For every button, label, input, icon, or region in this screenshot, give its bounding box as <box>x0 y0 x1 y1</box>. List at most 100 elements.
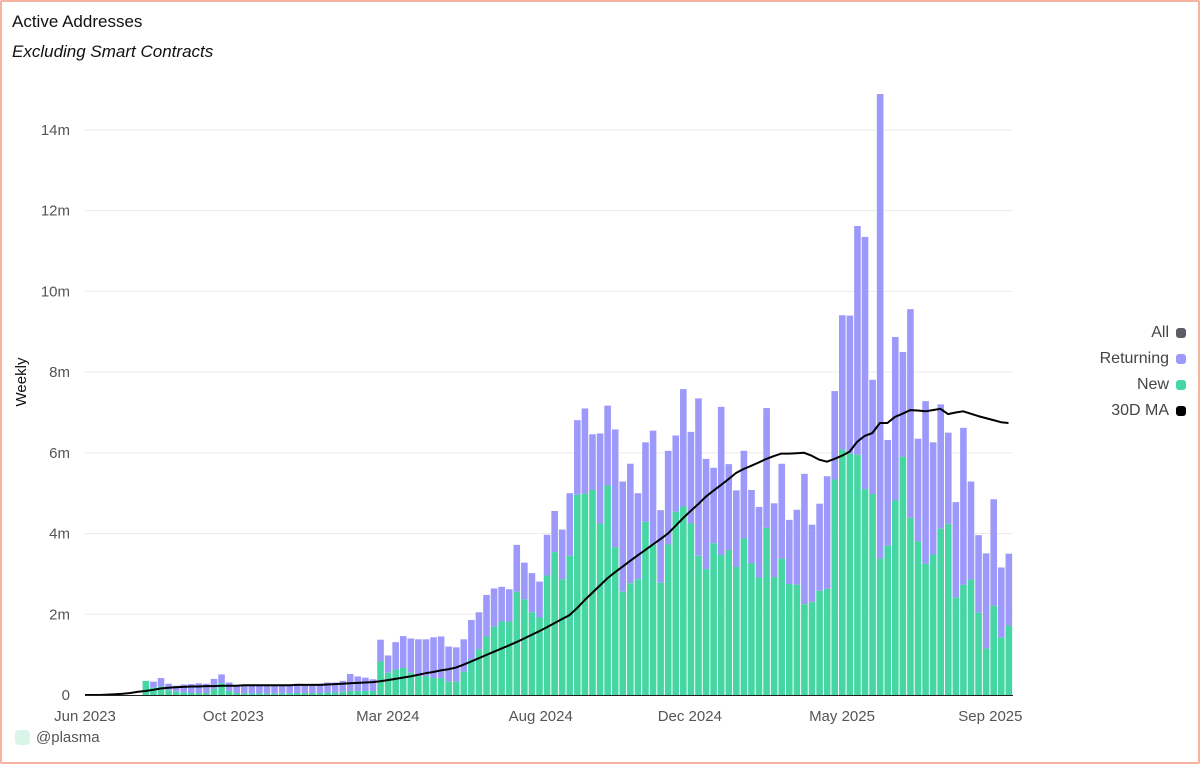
bar-returning[interactable] <box>801 473 808 605</box>
bar-group[interactable] <box>210 678 218 695</box>
bar-new[interactable] <box>816 590 823 695</box>
bar-group[interactable] <box>354 676 362 695</box>
bar-group[interactable] <box>528 573 536 695</box>
bar-group[interactable] <box>505 589 513 695</box>
bar-new[interactable] <box>475 649 483 695</box>
bar-group[interactable] <box>755 506 763 695</box>
bar-group[interactable] <box>286 684 293 695</box>
bar-returning[interactable] <box>960 427 967 585</box>
bar-new[interactable] <box>566 555 574 695</box>
bar-new[interactable] <box>377 661 384 695</box>
bar-new[interactable] <box>271 693 278 695</box>
bar-returning[interactable] <box>521 562 528 600</box>
bar-group[interactable] <box>914 438 922 695</box>
bar-returning[interactable] <box>256 685 263 694</box>
bar-new[interactable] <box>808 602 816 695</box>
bar-new[interactable] <box>203 692 210 695</box>
bar-group[interactable] <box>490 588 498 695</box>
bar-new[interactable] <box>975 612 982 695</box>
bar-returning[interactable] <box>596 433 604 524</box>
bar-returning[interactable] <box>581 408 589 494</box>
bar-returning[interactable] <box>339 680 346 692</box>
bar-returning[interactable] <box>574 420 581 495</box>
bar-returning[interactable] <box>286 684 293 694</box>
bar-returning[interactable] <box>452 647 460 682</box>
bar-new[interactable] <box>316 692 324 695</box>
bar-new[interactable] <box>695 555 702 695</box>
bar-new[interactable] <box>558 579 566 695</box>
bar-new[interactable] <box>634 579 642 695</box>
bar-group[interactable] <box>952 502 960 695</box>
bar-group[interactable] <box>967 481 975 695</box>
bar-group[interactable] <box>786 519 793 695</box>
bar-group[interactable] <box>278 684 286 695</box>
bar-group[interactable] <box>695 398 702 695</box>
bar-returning[interactable] <box>619 481 627 592</box>
bar-group[interactable] <box>399 636 407 695</box>
bar-returning[interactable] <box>422 639 430 677</box>
bar-new[interactable] <box>899 456 907 695</box>
bar-new[interactable] <box>452 681 460 695</box>
bar-group[interactable] <box>899 351 907 695</box>
bar-returning[interactable] <box>839 315 846 450</box>
bar-returning[interactable] <box>483 594 490 637</box>
bar-group[interactable] <box>861 236 869 695</box>
bar-group[interactable] <box>543 534 551 695</box>
bar-new[interactable] <box>346 690 354 695</box>
bar-returning[interactable] <box>157 678 165 687</box>
bar-new[interactable] <box>664 544 672 695</box>
bar-returning[interactable] <box>899 351 907 457</box>
bar-group[interactable] <box>611 429 619 695</box>
bar-returning[interactable] <box>278 684 286 694</box>
bar-returning[interactable] <box>884 439 892 546</box>
bar-group[interactable] <box>422 639 430 695</box>
bar-group[interactable] <box>521 562 528 695</box>
bar-group[interactable] <box>960 427 967 695</box>
bar-returning[interactable] <box>611 429 619 548</box>
bar-returning[interactable] <box>263 685 271 694</box>
bar-group[interactable] <box>627 463 634 695</box>
bar-group[interactable] <box>377 639 384 695</box>
bar-new[interactable] <box>876 558 884 695</box>
bar-returning[interactable] <box>876 94 884 559</box>
bar-new[interactable] <box>839 449 846 695</box>
bar-new[interactable] <box>861 489 869 695</box>
bar-group[interactable] <box>816 503 823 695</box>
bar-new[interactable] <box>309 692 316 695</box>
bar-group[interactable] <box>392 642 399 695</box>
bar-returning[interactable] <box>990 499 997 606</box>
bar-returning[interactable] <box>846 315 854 454</box>
bar-group[interactable] <box>558 529 566 695</box>
bar-returning[interactable] <box>929 442 937 555</box>
bar-new[interactable] <box>937 528 945 695</box>
bar-new[interactable] <box>702 569 710 695</box>
bar-returning[interactable] <box>710 467 717 544</box>
bar-new[interactable] <box>831 479 839 695</box>
bar-group[interactable] <box>937 404 945 695</box>
bar-new[interactable] <box>362 690 369 695</box>
bar-returning[interactable] <box>786 519 793 585</box>
bar-group[interactable] <box>407 638 415 695</box>
bar-group[interactable] <box>301 685 309 695</box>
bar-new[interactable] <box>301 692 309 695</box>
bar-group[interactable] <box>982 553 990 695</box>
bar-returning[interactable] <box>384 655 392 673</box>
bar-new[interactable] <box>997 637 1005 695</box>
bar-new[interactable] <box>755 577 763 695</box>
bar-new[interactable] <box>619 591 627 695</box>
bar-returning[interactable] <box>240 685 248 694</box>
bar-new[interactable] <box>922 563 929 695</box>
bar-group[interactable] <box>702 458 710 695</box>
bar-new[interactable] <box>240 693 248 695</box>
bar-returning[interactable] <box>513 544 521 592</box>
bar-new[interactable] <box>498 621 505 695</box>
bar-group[interactable] <box>180 684 188 695</box>
bar-group[interactable] <box>293 683 301 695</box>
bar-returning[interactable] <box>150 681 157 688</box>
bar-returning[interactable] <box>997 567 1005 638</box>
bar-new[interactable] <box>225 690 233 695</box>
bar-returning[interactable] <box>407 638 415 673</box>
bar-new[interactable] <box>513 591 521 695</box>
bar-new[interactable] <box>884 545 892 695</box>
bar-new[interactable] <box>793 584 801 695</box>
